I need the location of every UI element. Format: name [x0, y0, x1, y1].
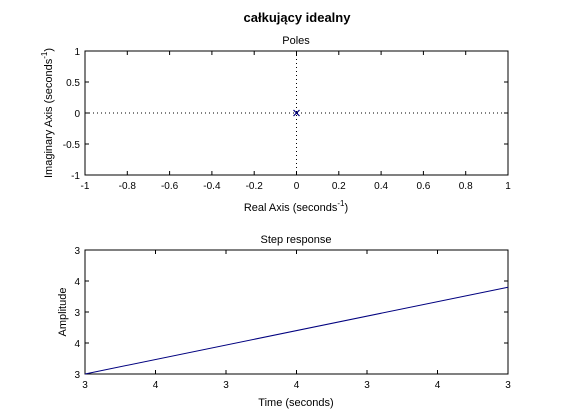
poles-y-tick-label: 1	[74, 47, 80, 58]
poles-y-tick-label: 0	[74, 109, 80, 120]
step-y-tick-label: 3	[74, 370, 80, 381]
poles-x-tick-label: 0	[294, 181, 300, 192]
poles-y-ticks: -1 -0.5 0 0.5 1	[63, 47, 508, 182]
step-x-ticks: 3 4 3 4 3 4 3	[82, 250, 511, 391]
poles-ylabel: Imaginary Axis (seconds-1)	[40, 48, 55, 178]
step-y-tick-label: 3	[74, 246, 80, 257]
poles-y-tick-label: -1	[71, 171, 80, 182]
poles-ylabel-text: Imaginary Axis (seconds	[43, 58, 55, 178]
poles-x-tick-label: 0.4	[374, 181, 388, 192]
step-xlabel: Time (seconds)	[258, 397, 333, 409]
poles-x-ticks: -1 -0.8 -0.6 -0.4 -0.2 0 0.2 0.4 0.6 0.8 1	[81, 51, 511, 192]
poles-ylabel-sup: -1	[40, 51, 49, 59]
poles-x-tick-label: 0.8	[459, 181, 473, 192]
poles-y-tick-label: -0.5	[63, 140, 81, 151]
step-y-tick-label: 3	[74, 308, 80, 319]
step-ylabel: Amplitude	[57, 288, 69, 337]
step-x-tick-label: 3	[364, 380, 370, 391]
poles-x-tick-label: -0.4	[203, 181, 221, 192]
poles-x-tick-label: -0.8	[119, 181, 137, 192]
poles-title: Poles	[282, 35, 310, 47]
step-plot: Step response 3 4 3 4 3 4 3 3 4 3 4 3 Time (second…	[57, 234, 511, 409]
poles-x-tick-label: -0.6	[161, 181, 179, 192]
poles-x-tick-label: -1	[81, 181, 90, 192]
poles-xlabel-text: Real Axis (seconds	[244, 202, 338, 214]
step-y-tick-label: 4	[74, 339, 80, 350]
poles-xlabel-sup: -1	[337, 199, 345, 208]
step-x-tick-label: 3	[505, 380, 511, 391]
poles-xlabel: Real Axis (seconds-1)	[244, 199, 348, 214]
step-title: Step response	[261, 234, 332, 246]
poles-zero-lines	[85, 51, 508, 175]
step-x-tick-label: 4	[294, 380, 300, 391]
poles-markers	[293, 109, 300, 117]
poles-y-tick-label: 0.5	[66, 78, 80, 89]
step-x-tick-label: 4	[435, 380, 441, 391]
step-y-ticks: 3 4 3 4 3	[74, 246, 508, 381]
step-x-tick-label: 3	[223, 380, 229, 391]
step-x-tick-label: 3	[82, 380, 88, 391]
poles-xlabel-end: )	[345, 202, 349, 214]
pole-marker	[293, 109, 300, 117]
poles-x-tick-label: 0.2	[332, 181, 346, 192]
poles-ylabel-end: )	[43, 48, 55, 52]
poles-x-tick-label: -0.2	[246, 181, 264, 192]
poles-x-tick-label: 0.6	[416, 181, 430, 192]
poles-plot: Poles -1 -0.8 -0.6 -0.4 -0.2 0 0.2 0.4 0.6 0.8 1 -…	[40, 35, 511, 214]
step-response-line	[84, 286, 509, 375]
figure-title: całkujący idealny	[244, 10, 352, 25]
poles-x-tick-label: 1	[505, 181, 511, 192]
step-y-tick-label: 4	[74, 277, 80, 288]
step-x-tick-label: 4	[153, 380, 159, 391]
step-lines	[84, 286, 509, 375]
